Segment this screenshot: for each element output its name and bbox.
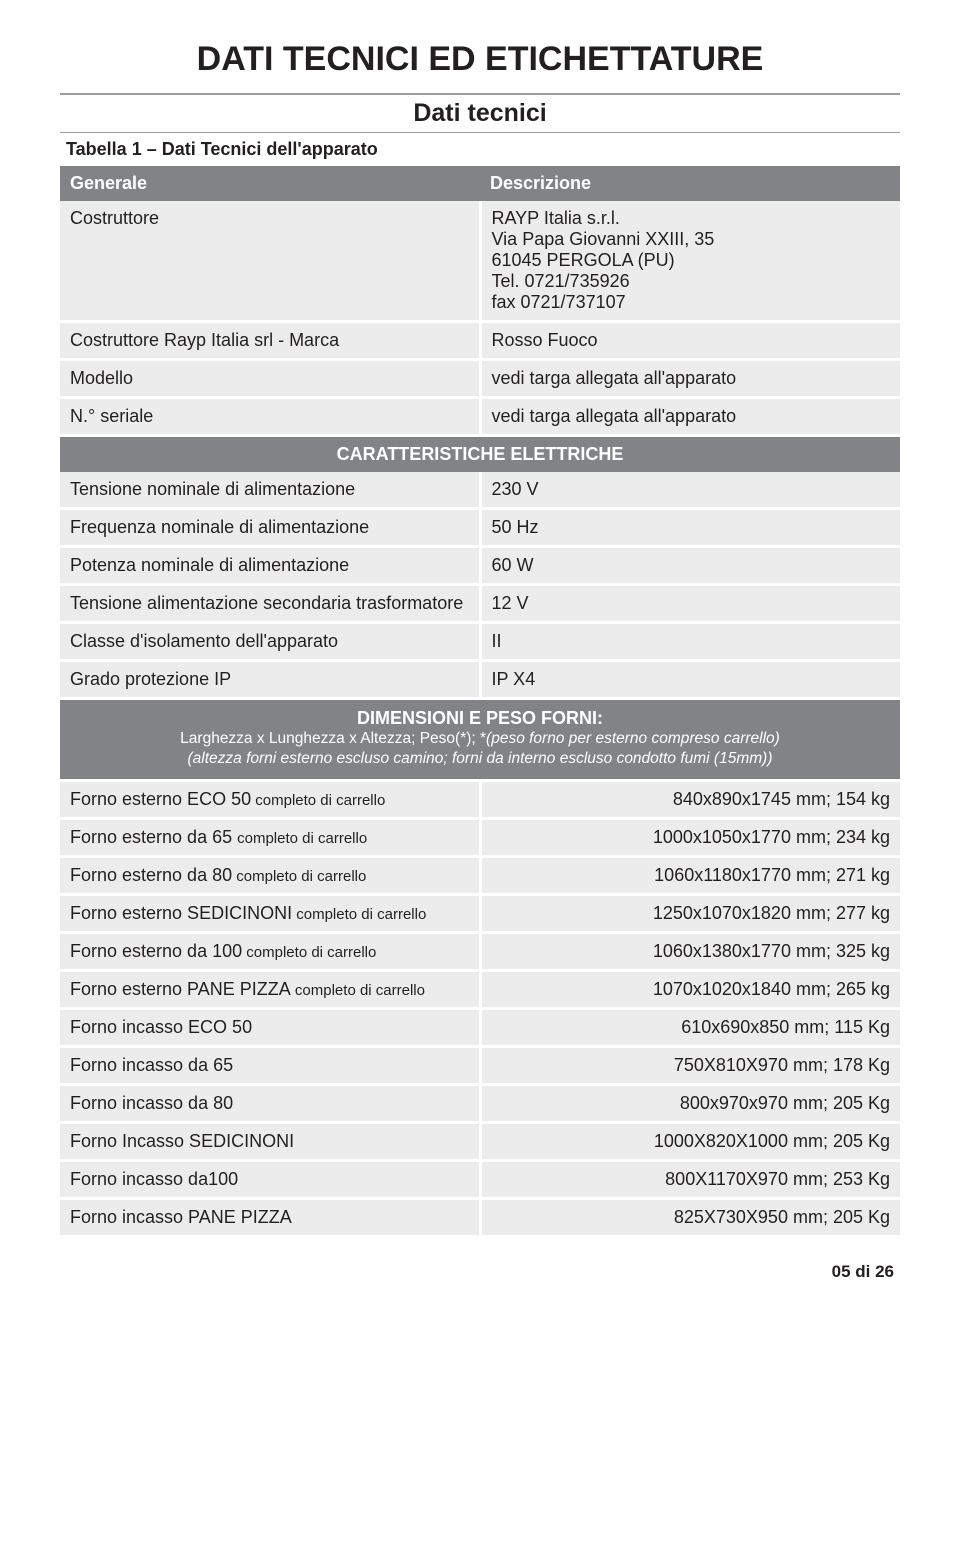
row-value: 230 V	[480, 472, 900, 509]
row-label: Forno esterno PANE PIZZA completo di car…	[60, 971, 480, 1009]
table-caption: Tabella 1 – Dati Tecnici dell'apparato	[60, 139, 900, 160]
table-row: Classe d'isolamento dell'apparatoII	[60, 623, 900, 661]
subtitle-row: Dati tecnici	[60, 93, 900, 133]
table-row: Costruttore Rayp Italia srl - MarcaRosso…	[60, 322, 900, 360]
section-dim-header-row: DIMENSIONI E PESO FORNI: Larghezza x Lun…	[60, 699, 900, 781]
section-dim-header: DIMENSIONI E PESO FORNI: Larghezza x Lun…	[60, 699, 900, 781]
dim-line1a: Larghezza x Lunghezza x Altezza; Peso(*)…	[180, 730, 486, 747]
row-label: Tensione alimentazione secondaria trasfo…	[60, 585, 480, 623]
row-label-sub: completo di carrello	[291, 982, 425, 999]
section-elec-header: CARATTERISTICHE ELETTRICHE	[60, 436, 900, 473]
page-title: DATI TECNICI ED ETICHETTATURE	[60, 40, 900, 79]
row-label: Forno esterno SEDICINONI completo di car…	[60, 895, 480, 933]
table-row: Forno esterno da 80 completo di carrello…	[60, 857, 900, 895]
tech-data-table: Generale Descrizione CostruttoreRAYP Ita…	[60, 166, 900, 1238]
row-label: Classe d'isolamento dell'apparato	[60, 623, 480, 661]
row-label: Frequenza nominale di alimentazione	[60, 509, 480, 547]
row-value: RAYP Italia s.r.l. Via Papa Giovanni XXI…	[480, 201, 900, 322]
table-row: Forno incasso ECO 50610x690x850 mm; 115 …	[60, 1009, 900, 1047]
row-value: 1000x1050x1770 mm; 234 kg	[480, 819, 900, 857]
dim-line1b: (peso forno per esterno compreso carrell…	[486, 730, 780, 747]
row-label: Forno incasso PANE PIZZA	[60, 1199, 480, 1237]
row-label: Grado protezione IP	[60, 661, 480, 699]
table-row: Frequenza nominale di alimentazione50 Hz	[60, 509, 900, 547]
row-label: Potenza nominale di alimentazione	[60, 547, 480, 585]
row-value: 1250x1070x1820 mm; 277 kg	[480, 895, 900, 933]
table-row: Forno esterno da 65 completo di carrello…	[60, 819, 900, 857]
row-value: 60 W	[480, 547, 900, 585]
row-label: Costruttore Rayp Italia srl - Marca	[60, 322, 480, 360]
row-value: 800x970x970 mm; 205 Kg	[480, 1085, 900, 1123]
table-row: Tensione alimentazione secondaria trasfo…	[60, 585, 900, 623]
row-label-sub: completo di carrello	[292, 906, 426, 923]
table-row: Forno incasso da100800X1170X970 mm; 253 …	[60, 1161, 900, 1199]
row-value: 1000X820X1000 mm; 205 Kg	[480, 1123, 900, 1161]
table-row: Potenza nominale di alimentazione60 W	[60, 547, 900, 585]
dim-title: DIMENSIONI E PESO FORNI:	[70, 708, 890, 729]
header-left: Generale	[60, 166, 480, 201]
row-value: 800X1170X970 mm; 253 Kg	[480, 1161, 900, 1199]
row-label: Modello	[60, 360, 480, 398]
row-value: vedi targa allegata all'apparato	[480, 398, 900, 436]
subtitle: Dati tecnici	[60, 99, 900, 128]
table-row: Forno incasso da 80800x970x970 mm; 205 K…	[60, 1085, 900, 1123]
row-value: vedi targa allegata all'apparato	[480, 360, 900, 398]
section-elec-header-row: CARATTERISTICHE ELETTRICHE	[60, 436, 900, 473]
table-row: Tensione nominale di alimentazione230 V	[60, 472, 900, 509]
table-row: CostruttoreRAYP Italia s.r.l. Via Papa G…	[60, 201, 900, 322]
row-label: Forno incasso da100	[60, 1161, 480, 1199]
table-row: Forno Incasso SEDICINONI1000X820X1000 mm…	[60, 1123, 900, 1161]
row-label-sub: completo di carrello	[242, 944, 376, 961]
row-label: Forno incasso ECO 50	[60, 1009, 480, 1047]
row-value: 1060x1380x1770 mm; 325 kg	[480, 933, 900, 971]
row-value: 50 Hz	[480, 509, 900, 547]
row-label: Forno esterno da 65 completo di carrello	[60, 819, 480, 857]
table-row: Forno esterno ECO 50 completo di carrell…	[60, 781, 900, 819]
dim-subtitle: Larghezza x Lunghezza x Altezza; Peso(*)…	[70, 729, 890, 769]
table-row: Grado protezione IPIP X4	[60, 661, 900, 699]
table-row: Forno incasso PANE PIZZA825X730X950 mm; …	[60, 1199, 900, 1237]
row-label: Forno incasso da 80	[60, 1085, 480, 1123]
page-number: 05 di 26	[60, 1262, 900, 1282]
table-row: N.° serialevedi targa allegata all'appar…	[60, 398, 900, 436]
row-label: Forno esterno ECO 50 completo di carrell…	[60, 781, 480, 819]
row-label-sub: completo di carrello	[232, 868, 366, 885]
header-right: Descrizione	[480, 166, 900, 201]
table-row: Forno incasso da 65750X810X970 mm; 178 K…	[60, 1047, 900, 1085]
dim-line2: (altezza forni esterno escluso camino; f…	[188, 750, 773, 767]
row-value: 750X810X970 mm; 178 Kg	[480, 1047, 900, 1085]
row-value: 610x690x850 mm; 115 Kg	[480, 1009, 900, 1047]
row-value: Rosso Fuoco	[480, 322, 900, 360]
row-label: Forno Incasso SEDICINONI	[60, 1123, 480, 1161]
row-value: 12 V	[480, 585, 900, 623]
table-header-row: Generale Descrizione	[60, 166, 900, 201]
row-value: 1060x1180x1770 mm; 271 kg	[480, 857, 900, 895]
row-value: II	[480, 623, 900, 661]
row-value: IP X4	[480, 661, 900, 699]
row-label: N.° seriale	[60, 398, 480, 436]
table-row: Forno esterno PANE PIZZA completo di car…	[60, 971, 900, 1009]
table-row: Forno esterno SEDICINONI completo di car…	[60, 895, 900, 933]
row-label: Forno esterno da 80 completo di carrello	[60, 857, 480, 895]
row-value: 1070x1020x1840 mm; 265 kg	[480, 971, 900, 1009]
row-value: 840x890x1745 mm; 154 kg	[480, 781, 900, 819]
row-value: 825X730X950 mm; 205 Kg	[480, 1199, 900, 1237]
row-label: Tensione nominale di alimentazione	[60, 472, 480, 509]
row-label: Costruttore	[60, 201, 480, 322]
table-row: Modellovedi targa allegata all'apparato	[60, 360, 900, 398]
row-label: Forno esterno da 100 completo di carrell…	[60, 933, 480, 971]
table-row: Forno esterno da 100 completo di carrell…	[60, 933, 900, 971]
row-label-sub: completo di carrello	[251, 792, 385, 809]
row-label: Forno incasso da 65	[60, 1047, 480, 1085]
row-label-sub: completo di carrello	[237, 830, 367, 847]
